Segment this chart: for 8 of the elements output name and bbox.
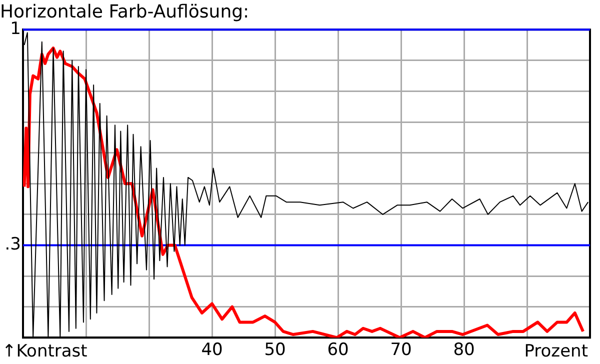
x-tick-label: 50 bbox=[264, 340, 286, 360]
y-tick-label: .3 bbox=[4, 234, 21, 255]
x-tick-label: 40 bbox=[201, 340, 223, 360]
y-axis-title: ↑Kontrast bbox=[2, 342, 88, 362]
x-tick-label: 80 bbox=[453, 340, 475, 360]
x-axis-title: Prozent bbox=[524, 342, 588, 362]
x-tick-label: 60 bbox=[327, 340, 349, 360]
x-tick-label: 70 bbox=[390, 340, 412, 360]
